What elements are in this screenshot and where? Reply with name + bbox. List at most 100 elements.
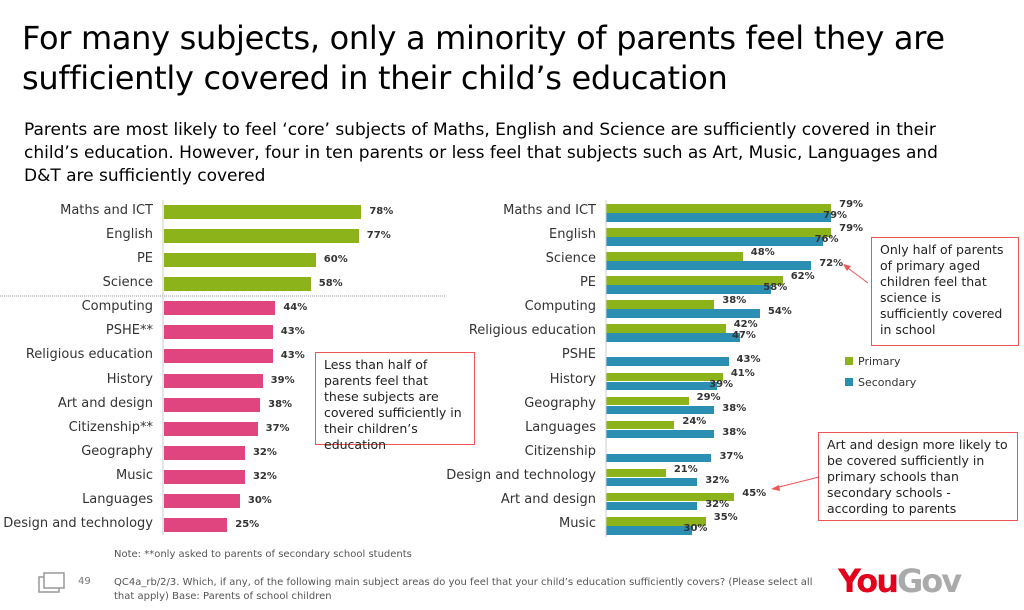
left-data-label: 37% [265,422,290,434]
left-category-label: Computing [81,299,153,315]
secondary-data-label: 76% [814,234,839,246]
science-arrow [844,265,869,284]
left-category-label: Science [102,275,153,291]
left-data-label: 60% [323,254,348,266]
right-category-label: Geography [524,395,596,411]
left-bar [164,253,316,268]
secondary-bar [606,453,712,463]
logo-gov: Gov [897,562,962,600]
secondary-bar [606,285,772,294]
secondary-bar [606,237,823,246]
left-data-label: 38% [268,398,293,410]
primary-bar [606,324,726,333]
right-category-label: PE [579,275,596,291]
secondary-data-label: 32% [705,474,730,486]
left-data-label: 78% [369,206,394,217]
art-arrow [774,476,820,489]
primary-bar [606,228,832,237]
secondary-bar [606,261,812,270]
secondary-data-label: 58% [763,282,788,294]
source-text: QC4a_rb/2/3. Which, if any, of the follo… [114,577,813,602]
page-number: 49 [78,576,91,587]
logo-you: You [838,562,899,600]
left-bar [164,445,245,460]
left-category-label: English [106,227,153,243]
left-category-label: Design and technology [3,516,153,532]
secondary-data-label: 72% [819,258,844,270]
primary-bar [606,372,723,382]
secondary-bar [606,333,740,342]
left-data-label: 77% [366,230,391,242]
left-bar [164,301,276,316]
left-category-label: PE [136,251,153,267]
callout-science: Only half of parents of primary aged chi… [871,237,1019,346]
secondary-bar [606,309,760,318]
legend-secondary-label: Secondary [858,376,917,389]
callout-left: Less than half of parents feel that thes… [315,352,475,452]
primary-data-label: 24% [682,415,707,427]
secondary-data-label: 43% [736,354,761,366]
primary-data-label: 79% [839,223,864,235]
primary-data-label: 48% [750,247,775,259]
right-category-label: History [549,371,596,387]
secondary-bar [606,213,832,222]
right-category-label: Science [545,251,596,267]
left-bar [164,421,258,436]
left-data-label: 39% [270,374,295,386]
left-data-label: 30% [247,494,272,506]
left-bar [164,349,273,364]
right-category-label: Citizenship [524,443,596,459]
secondary-data-label: 32% [705,498,730,510]
left-bar [164,205,362,219]
page-subtitle: Parents are most likely to feel ‘core’ s… [24,120,938,186]
left-bar [164,373,263,388]
primary-bar [606,300,715,309]
legend-secondary-swatch [845,378,853,386]
right-category-label: PSHE [561,347,596,363]
secondary-data-label: 37% [719,450,744,462]
primary-data-label: 29% [696,391,721,403]
right-category-label: Music [559,516,596,532]
secondary-bar [606,405,715,415]
page-title: For many subjects, only a minority of pa… [22,19,945,97]
left-bar [164,397,261,412]
left-category-label: Languages [82,491,153,507]
primary-data-label: 35% [713,512,738,524]
left-bar [164,229,359,244]
primary-bar [606,468,666,478]
science-arrowhead [843,264,851,271]
left-bar [164,518,228,533]
left-category-label: Art and design [57,395,153,411]
left-data-label: 44% [283,302,308,314]
secondary-data-label: 38% [722,426,747,438]
left-data-label: 43% [280,326,305,338]
left-data-label: 32% [252,470,277,482]
primary-data-label: 41% [730,367,755,379]
left-data-label: 43% [280,350,305,362]
primary-bar [606,517,706,526]
left-bar [164,493,240,508]
secondary-bar [606,381,718,391]
left-category-label: Maths and ICT [60,203,153,218]
primary-bar [606,420,675,430]
left-category-label: Religious education [25,347,153,363]
primary-bar [606,492,735,502]
primary-bar [606,276,783,285]
secondary-data-label: 54% [767,306,792,318]
secondary-data-label: 79% [823,210,848,221]
primary-data-label: 42% [733,319,758,331]
secondary-data-label: 39% [709,378,734,390]
left-bar [164,469,245,484]
right-category-label: Maths and ICT [503,203,596,218]
right-category-label: Computing [524,299,596,315]
art-arrowhead [771,485,780,491]
secondary-bar [606,501,698,511]
callout-art: Art and design more likely to be covered… [818,432,1018,521]
left-category-label: Citizenship** [68,419,153,435]
legend-primary-swatch [845,357,853,365]
primary-data-label: 21% [673,463,698,475]
legend-primary-label: Primary [858,355,901,368]
right-category-label: Religious education [468,323,596,339]
right-category-label: Languages [525,419,596,435]
